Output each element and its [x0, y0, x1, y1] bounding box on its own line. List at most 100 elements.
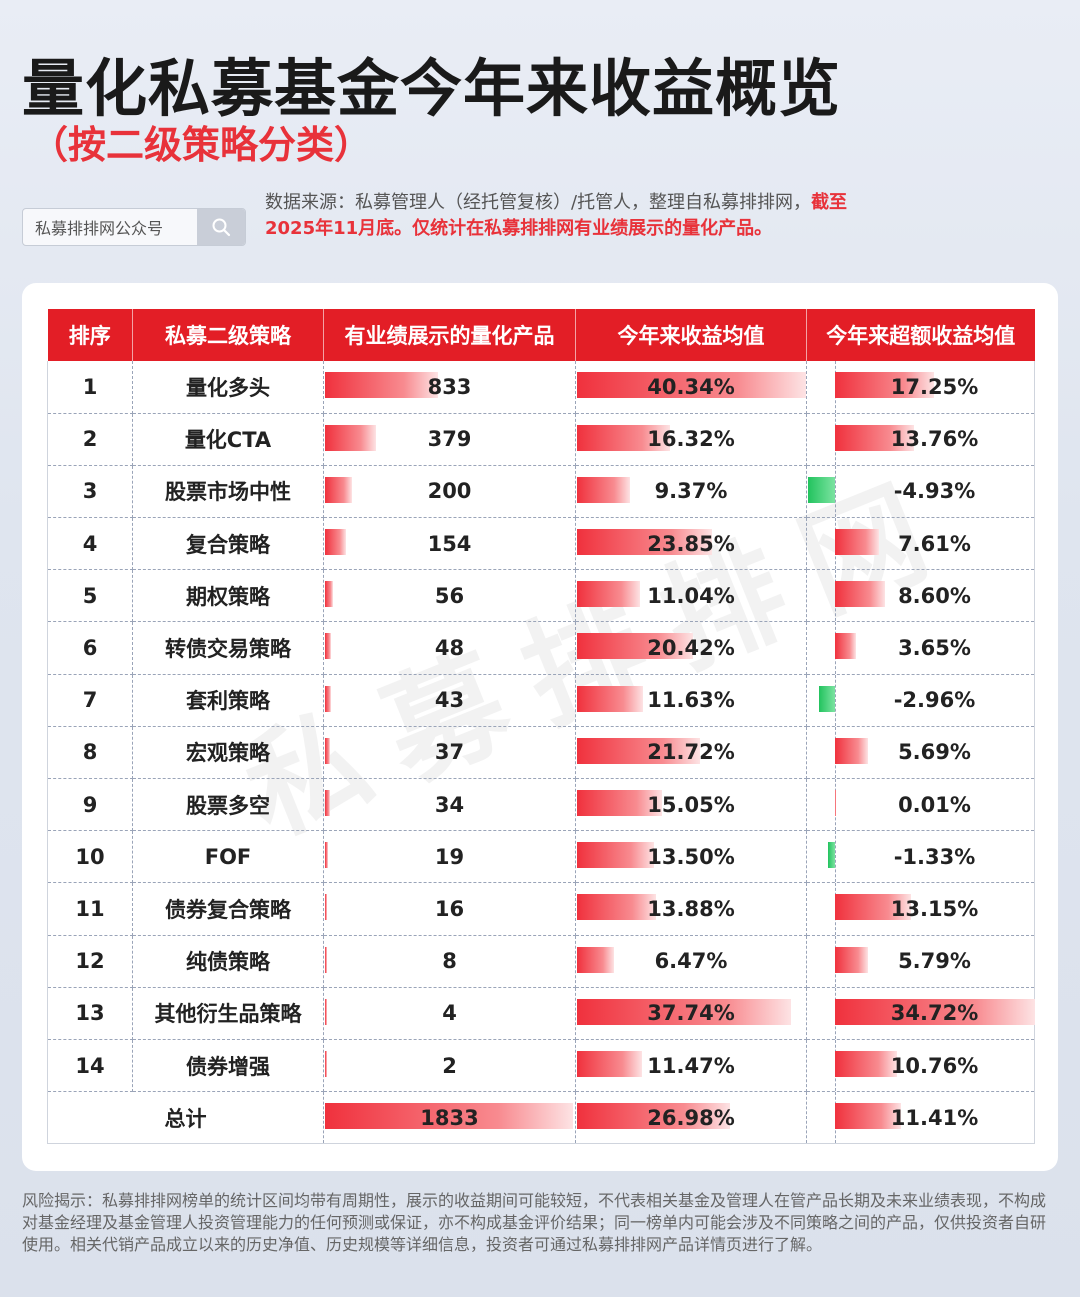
product-count-cell: 8	[323, 935, 576, 988]
ytd-excess-bar	[835, 424, 915, 451]
ytd-return-cell: 23.85%	[575, 517, 807, 571]
ytd-excess-bar	[835, 894, 911, 921]
ytd-excess-cell: 11.41%	[806, 1091, 1035, 1145]
strategy-cell: 股票市场中性	[132, 465, 324, 519]
rank-cell: 12	[47, 935, 133, 988]
table-total-row: 总计 1833 26.98% 11.41%	[47, 1091, 1035, 1145]
rank-cell: 10	[47, 830, 133, 884]
rank-cell: 8	[47, 726, 133, 780]
ytd-return-value: 9.37%	[654, 479, 728, 504]
ytd-excess-value: 34.72%	[890, 1001, 979, 1026]
ytd-excess-value: 13.76%	[890, 427, 979, 452]
product-count-cell: 37	[323, 726, 576, 780]
product-count-bar	[325, 581, 333, 608]
product-count-cell: 1833	[323, 1091, 576, 1145]
ytd-return-value: 40.34%	[647, 374, 735, 399]
product-count-bar	[325, 737, 330, 764]
ytd-excess-cell: -1.33%	[806, 830, 1035, 884]
product-count-value: 4	[442, 1001, 457, 1026]
product-count-value: 8	[442, 949, 457, 974]
product-count-value: 16	[434, 896, 465, 921]
ytd-excess-value: 3.65%	[898, 636, 971, 661]
excess-axis	[835, 831, 836, 883]
product-count-value: 833	[427, 374, 472, 399]
search-button[interactable]	[197, 209, 245, 245]
ytd-excess-cell: 10.76%	[806, 1039, 1035, 1093]
product-count-value: 154	[427, 531, 472, 556]
product-count-bar	[325, 1050, 327, 1077]
ytd-return-bar	[577, 894, 656, 921]
ytd-return-cell: 11.47%	[575, 1039, 807, 1093]
table-row: 2 量化CTA 379 16.32% 13.76%	[47, 413, 1035, 466]
strategy-cell: 债券增强	[132, 1039, 324, 1093]
header-rank: 排序	[47, 309, 133, 361]
ytd-return-value: 37.74%	[647, 1001, 735, 1026]
table-row: 1 量化多头 833 40.34% 17.25%	[47, 361, 1035, 414]
header-product-count: 有业绩展示的量化产品	[323, 309, 576, 361]
ytd-excess-value: -2.96%	[893, 688, 976, 713]
product-count-bar	[325, 946, 327, 973]
ytd-excess-cell: 13.76%	[806, 413, 1035, 466]
ytd-return-value: 21.72%	[647, 740, 735, 765]
strategy-table: 排序 私募二级策略 有业绩展示的量化产品 今年来收益均值 今年来超额收益均值 1…	[47, 309, 1035, 1145]
ytd-return-value: 11.04%	[647, 583, 735, 608]
ytd-excess-bar	[835, 737, 868, 764]
header-strategy: 私募二级策略	[132, 309, 324, 361]
ytd-return-bar	[577, 424, 670, 451]
table-row: 5 期权策略 56 11.04% 8.60%	[47, 569, 1035, 623]
ytd-excess-bar	[835, 1050, 897, 1077]
ytd-return-bar	[577, 476, 631, 503]
ytd-excess-cell: 13.15%	[806, 882, 1035, 936]
ytd-excess-value: 13.15%	[890, 896, 979, 921]
product-count-cell: 379	[323, 413, 576, 466]
ytd-return-value: 13.88%	[647, 896, 735, 921]
product-count-value: 379	[427, 427, 472, 452]
table-row: 10 FOF 19 13.50% -1.33%	[47, 830, 1035, 884]
strategy-cell: 量化多头	[132, 361, 324, 414]
ytd-excess-bar	[835, 946, 869, 973]
ytd-excess-value: -4.93%	[893, 479, 976, 504]
ytd-return-bar	[577, 1103, 731, 1130]
product-count-cell: 34	[323, 778, 576, 832]
rank-cell: 6	[47, 621, 133, 675]
total-label: 总计	[47, 1091, 324, 1145]
ytd-excess-value: 10.76%	[890, 1053, 979, 1078]
ytd-excess-bar	[835, 998, 1035, 1025]
ytd-return-bar	[577, 529, 713, 556]
ytd-return-bar	[577, 998, 792, 1025]
ytd-excess-cell: 17.25%	[806, 361, 1035, 414]
ytd-excess-value: 8.60%	[898, 583, 971, 608]
ytd-excess-value: 0.01%	[898, 792, 971, 817]
data-source-text: 数据来源：私募管理人（经托管复核）/托管人，整理自私募排排网，	[265, 192, 812, 213]
table-row: 13 其他衍生品策略 4 37.74% 34.72%	[47, 987, 1035, 1040]
ytd-return-cell: 13.88%	[575, 882, 807, 936]
ytd-return-cell: 15.05%	[575, 778, 807, 832]
product-count-bar	[325, 894, 328, 921]
ytd-excess-bar-negative	[808, 476, 835, 503]
product-count-cell: 4	[323, 987, 576, 1040]
table-row: 6 转债交易策略 48 20.42% 3.65%	[47, 621, 1035, 675]
ytd-return-cell: 20.42%	[575, 621, 807, 675]
rank-cell: 13	[47, 987, 133, 1040]
product-count-value: 56	[434, 583, 465, 608]
ytd-excess-bar	[835, 790, 836, 816]
rank-cell: 4	[47, 517, 133, 571]
rank-cell: 3	[47, 465, 133, 519]
data-source-note: 数据来源：私募管理人（经托管复核）/托管人，整理自私募排排网，截至2025年11…	[265, 190, 865, 242]
product-count-bar	[325, 372, 438, 398]
strategy-cell: 其他衍生品策略	[132, 987, 324, 1040]
rank-cell: 11	[47, 882, 133, 936]
product-count-cell: 48	[323, 621, 576, 675]
ytd-return-cell: 9.37%	[575, 465, 807, 519]
ytd-return-value: 11.47%	[647, 1053, 735, 1078]
product-count-bar	[325, 998, 327, 1025]
search-box[interactable]: 私募排排网公众号	[22, 208, 246, 246]
product-count-cell: 16	[323, 882, 576, 936]
ytd-excess-value: 7.61%	[898, 531, 971, 556]
page-title: 量化私募基金今年来收益概览	[22, 52, 842, 125]
product-count-cell: 43	[323, 674, 576, 727]
ytd-excess-cell: 7.61%	[806, 517, 1035, 571]
ytd-excess-cell: 8.60%	[806, 569, 1035, 623]
product-count-bar	[325, 633, 332, 660]
product-count-value: 34	[434, 792, 465, 817]
